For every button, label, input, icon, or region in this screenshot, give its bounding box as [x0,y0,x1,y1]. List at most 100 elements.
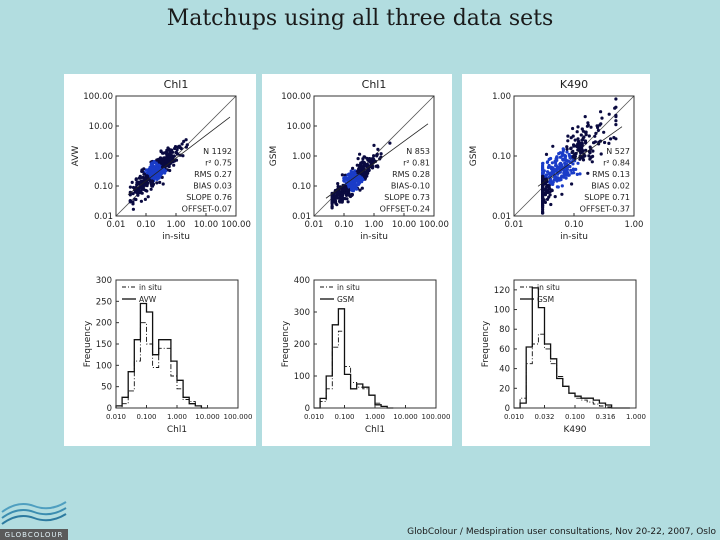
x-axis-label: in-situ [560,232,588,242]
stat-label: r² 0.84 [603,159,630,168]
y-axis-label: Frequency [281,320,291,367]
scatter-point [583,130,588,134]
x-axis-label: in-situ [360,232,388,242]
scatter-point [134,197,138,202]
stat-label: OFFSET-0.24 [380,205,430,214]
y-tick-label: 0 [107,404,112,414]
scatter-point [573,138,577,142]
y-tick-label: 0.10 [292,182,311,192]
scatter-point [593,140,597,144]
x-axis-label: Chl1 [365,425,385,435]
scatter-point [350,188,354,192]
scatter-point [355,187,359,191]
x-tick-label: 0.010 [504,413,524,421]
scatter-plot-gsm-k490: K490 0.01 0.10 1.00 0.01 0.10 1.00 in-situ GSM N … [469,78,643,242]
scatter-point [155,158,159,162]
scatter-point [553,159,557,163]
scatter-point [143,176,147,180]
scatter-point [351,166,355,170]
scatter-point [578,141,582,145]
stat-label: r² 0.75 [205,159,232,168]
scatter-point [561,158,565,162]
scatter-point [548,193,552,197]
x-tick-label: 1.00 [365,220,384,230]
scatter-point [350,186,354,190]
scatter-point [545,185,549,189]
x-tick-label: 0.10 [335,220,354,230]
x-tick-label: 1.000 [167,413,187,421]
x-tick-label: 0.100 [334,413,354,421]
globcolour-logo [0,501,68,540]
y-tick-label: 40 [499,365,510,375]
y-tick-label: 120 [494,286,510,296]
histogram-series-in-situ [116,322,208,409]
scatter-point [602,130,606,134]
scatter-point [541,196,545,200]
scatter-point [546,160,550,164]
scatter-point [541,179,545,183]
scatter-point [541,206,545,210]
scatter-point [151,171,155,175]
stat-label: RMS 0.28 [392,170,430,179]
scatter-point [149,182,154,186]
scatter-point [571,168,576,172]
scatter-point [580,127,584,131]
scatter-point [360,186,364,190]
scatter-point [568,154,572,158]
y-tick-label: 20 [499,384,510,394]
scatter-point [334,195,338,199]
scatter-point [554,164,558,168]
regression-line [325,123,429,199]
scatter-point [375,152,379,156]
scatter-point [178,145,182,150]
scatter-point [164,159,168,163]
scatter-point [379,152,383,156]
scatter-point [557,152,561,156]
scatter-point [145,168,149,172]
scatter-point [348,194,353,199]
scatter-point [365,162,369,166]
scatter-point [603,140,607,145]
y-tick-label: 0.10 [94,182,113,192]
stat-label: SLOPE 0.73 [384,193,430,202]
scatter-point [334,199,338,203]
scatter-point [587,134,591,138]
y-tick-label: 0 [505,404,510,414]
scatter-point [151,167,155,171]
scatter-point [159,172,163,176]
scatter-title: K490 [560,78,588,91]
scatter-point [345,177,349,182]
scatter-point [361,167,366,171]
scatter-point [557,178,562,182]
stat-label: OFFSET-0.37 [580,205,630,214]
scatter-point [342,191,346,195]
y-axis-label: GSM [469,146,479,166]
stat-label: RMS 0.13 [592,170,630,179]
scatter-point [565,147,569,151]
scatter-point [159,149,163,153]
legend-label: in situ [139,283,162,292]
x-tick-label: 1.000 [626,413,646,421]
scatter-point [599,110,603,114]
scatter-point [330,202,334,206]
scatter-point [565,150,569,154]
scatter-point [341,197,345,201]
scatter-point [543,191,548,195]
scatter-point [161,182,165,186]
chart-panel-middle: Chl1 0.01 0.10 1.00 10.00 100.00 0.01 0.10 1.00 1… [262,74,452,446]
scatter-point [128,200,132,204]
legend-label: GSM [337,295,354,304]
scatter-point [172,163,176,167]
histogram-series-gsm [314,308,394,409]
y-tick-label: 60 [499,345,510,355]
scatter-point [589,125,593,129]
scatter-point [172,154,176,158]
scatter-point [140,186,144,190]
scatter-point [578,149,582,153]
scatter-point [356,157,360,161]
scatter-point [555,167,559,171]
scatter-point [344,184,348,188]
scatter-point [142,172,147,176]
stat-label: SLOPE 0.76 [186,193,232,202]
